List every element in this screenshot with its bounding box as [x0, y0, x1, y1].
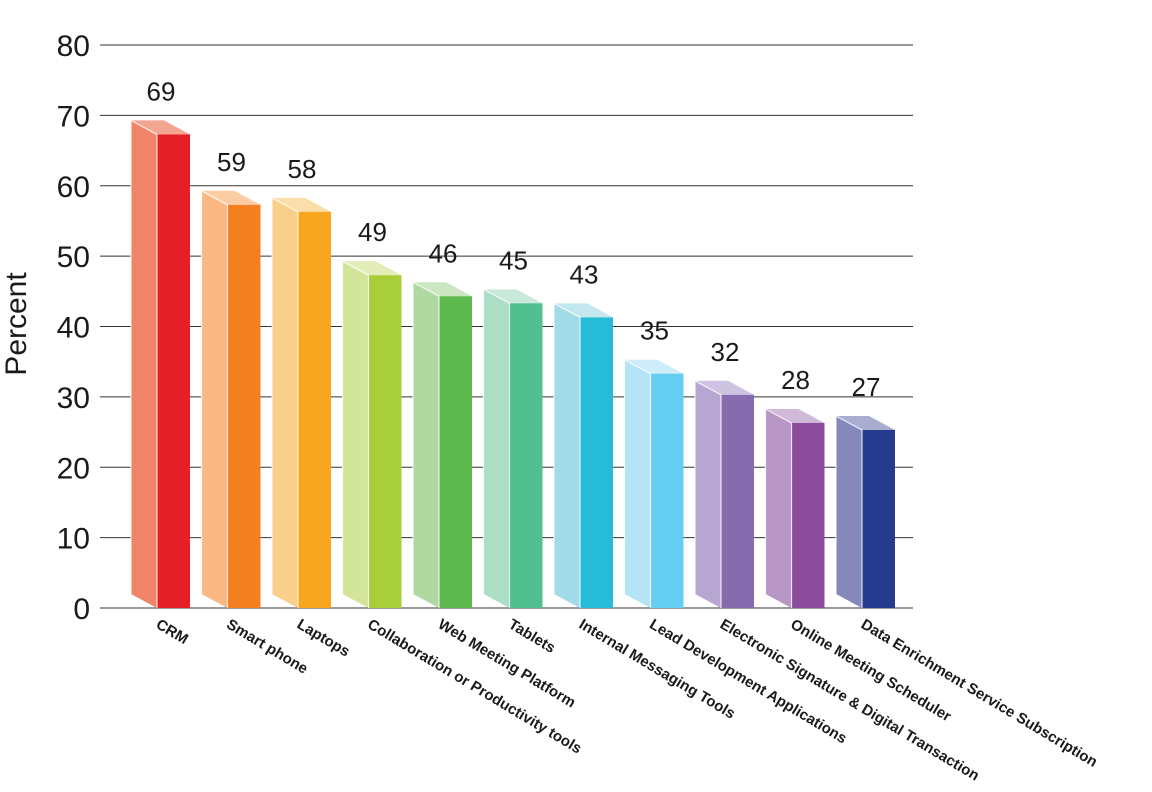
bar-side: [695, 380, 721, 608]
bar-front: [580, 317, 613, 608]
category-label: Electronic Signature & Digital Transacti…: [717, 616, 982, 785]
bar-edge: [271, 196, 299, 608]
y-tick-label: 20: [57, 452, 90, 485]
data-label: 28: [781, 365, 810, 395]
bar-side: [342, 261, 369, 608]
bar-front: [862, 429, 895, 608]
bar-top: [272, 197, 331, 212]
bar-front: [439, 296, 472, 608]
bar: [623, 358, 684, 608]
bar-edge: [764, 407, 793, 608]
y-tick-label: 50: [57, 241, 90, 274]
bar: [482, 288, 543, 608]
bar-side: [765, 408, 792, 608]
bar: [835, 414, 895, 608]
data-label: 43: [570, 259, 599, 289]
y-tick-label: 60: [57, 171, 90, 204]
bar-top: [695, 380, 754, 395]
data-label: 46: [429, 238, 458, 268]
bar-side: [413, 282, 439, 608]
bar-front: [721, 394, 754, 608]
y-tick-label: 80: [57, 30, 90, 63]
bar-top: [765, 408, 825, 423]
bar-top: [201, 190, 261, 205]
bar-side: [624, 359, 651, 608]
bar-top: [836, 415, 895, 430]
bar-edge: [341, 260, 370, 608]
bar: [130, 119, 190, 608]
bar: [412, 281, 472, 608]
y-tick-label: 10: [57, 523, 90, 556]
y-axis-ticks: 0 10 20 30 40 50 60 70 80: [57, 30, 90, 626]
bar-top: [413, 282, 472, 297]
y-axis-label: Percent: [0, 272, 33, 376]
bar-edge: [623, 358, 652, 608]
bar-edge: [694, 379, 722, 608]
data-label: 58: [288, 154, 317, 184]
bar-front: [368, 275, 402, 608]
bar-side: [201, 190, 228, 608]
bar-edge: [553, 302, 581, 608]
data-label: 27: [852, 372, 881, 402]
bar-side: [836, 415, 862, 608]
bar-edge: [412, 281, 440, 608]
category-label: Tablets: [505, 616, 558, 657]
data-labels: 69 59 58 49 46 45 43 35 32 28 27: [147, 76, 881, 402]
bar-front: [791, 422, 825, 608]
bar-side: [554, 303, 580, 608]
bar-front: [157, 134, 190, 608]
data-label: 59: [217, 147, 246, 177]
bar-top: [131, 120, 190, 135]
data-label: 49: [358, 217, 387, 247]
bar-edge: [200, 189, 229, 608]
bar: [694, 379, 754, 608]
bar-side: [483, 289, 510, 608]
bar-front: [298, 211, 331, 608]
y-tick-label: 0: [73, 593, 90, 626]
bar: [341, 260, 402, 608]
bar-side: [272, 197, 298, 608]
bar-front: [227, 204, 261, 608]
category-label: CRM: [153, 616, 191, 648]
bar-side: [131, 120, 157, 608]
bar-top: [483, 289, 543, 304]
bar-front: [650, 373, 684, 608]
bar-front: [509, 303, 543, 608]
y-tick-label: 70: [57, 100, 90, 133]
data-label: 45: [499, 245, 528, 275]
bar-edge: [482, 288, 511, 608]
bar-edge: [130, 119, 158, 608]
bar-top: [342, 261, 402, 276]
data-label: 32: [711, 337, 740, 367]
data-label: 35: [640, 316, 669, 346]
bars: [130, 119, 895, 608]
bar-top: [624, 359, 684, 374]
bar-top: [554, 303, 613, 318]
bar: [764, 407, 825, 608]
bar: [271, 196, 331, 608]
bar-edge: [835, 414, 863, 608]
bar: [200, 189, 261, 608]
data-label: 69: [147, 76, 176, 106]
y-tick-label: 30: [57, 382, 90, 415]
bar: [553, 302, 613, 608]
category-label: Laptops: [294, 616, 353, 661]
y-tick-label: 40: [57, 312, 90, 345]
